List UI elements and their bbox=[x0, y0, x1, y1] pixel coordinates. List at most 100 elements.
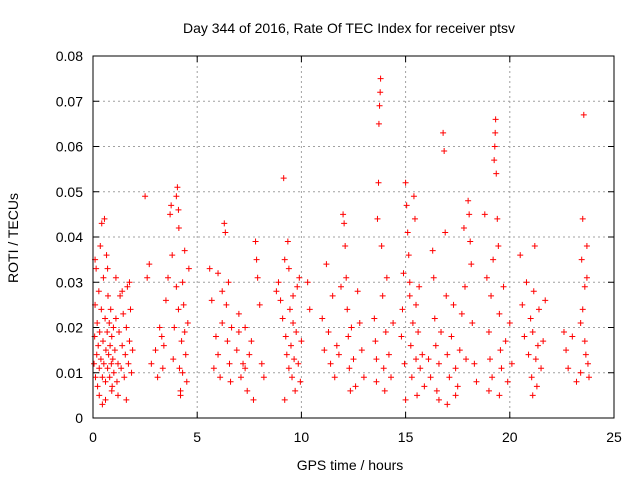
data-point bbox=[175, 224, 182, 231]
data-point bbox=[433, 387, 440, 394]
data-point bbox=[210, 365, 217, 372]
data-point bbox=[495, 243, 502, 250]
data-point bbox=[403, 202, 410, 209]
data-point bbox=[91, 360, 98, 367]
data-point bbox=[124, 283, 131, 290]
data-point bbox=[402, 396, 409, 403]
data-point bbox=[377, 75, 384, 82]
data-point bbox=[99, 374, 106, 381]
data-point bbox=[107, 306, 114, 313]
data-point bbox=[578, 256, 585, 263]
y-axis-label: ROTI / TECUs bbox=[5, 193, 21, 283]
data-point bbox=[168, 202, 175, 209]
data-point bbox=[348, 324, 355, 331]
data-point bbox=[463, 356, 470, 363]
data-point bbox=[498, 365, 505, 372]
data-point bbox=[525, 351, 532, 358]
data-point bbox=[494, 215, 501, 222]
data-point bbox=[413, 356, 420, 363]
data-point bbox=[175, 206, 182, 213]
data-point bbox=[225, 279, 232, 286]
data-point bbox=[100, 338, 107, 345]
data-point bbox=[227, 378, 234, 385]
data-point bbox=[273, 288, 280, 295]
data-point bbox=[580, 111, 587, 118]
y-tick-label: 0.01 bbox=[56, 365, 83, 381]
data-point bbox=[530, 288, 537, 295]
data-point bbox=[385, 351, 392, 358]
data-point bbox=[452, 365, 459, 372]
data-point bbox=[294, 283, 301, 290]
data-point bbox=[419, 351, 426, 358]
data-point bbox=[454, 383, 461, 390]
data-point bbox=[105, 351, 112, 358]
data-point bbox=[469, 319, 476, 326]
data-point bbox=[182, 351, 189, 358]
data-point bbox=[100, 360, 107, 367]
data-point bbox=[416, 283, 423, 290]
data-point bbox=[291, 356, 298, 363]
data-point bbox=[569, 333, 576, 340]
data-point bbox=[103, 252, 110, 259]
data-point bbox=[228, 324, 235, 331]
data-point bbox=[492, 116, 499, 123]
data-point bbox=[456, 347, 463, 354]
data-point bbox=[290, 319, 297, 326]
data-point bbox=[506, 319, 513, 326]
data-point bbox=[254, 274, 261, 281]
data-point bbox=[295, 360, 302, 367]
data-point bbox=[178, 338, 185, 345]
data-point bbox=[406, 279, 413, 286]
data-point bbox=[497, 347, 504, 354]
data-point bbox=[94, 319, 101, 326]
data-point bbox=[583, 243, 590, 250]
data-point bbox=[448, 333, 455, 340]
data-point bbox=[371, 315, 378, 322]
data-point bbox=[280, 175, 287, 182]
y-tick-label: 0 bbox=[75, 410, 83, 426]
x-tick-label: 10 bbox=[294, 429, 310, 445]
data-point bbox=[402, 179, 409, 186]
data-point bbox=[435, 396, 442, 403]
data-point bbox=[379, 292, 386, 299]
data-point bbox=[119, 342, 126, 349]
data-point bbox=[340, 211, 347, 218]
data-point bbox=[108, 360, 115, 367]
data-point bbox=[290, 292, 297, 299]
data-point bbox=[404, 229, 411, 236]
data-point bbox=[223, 301, 230, 308]
data-point bbox=[471, 360, 478, 367]
data-point bbox=[333, 342, 340, 349]
data-point bbox=[104, 265, 111, 272]
data-point bbox=[347, 387, 354, 394]
data-point bbox=[415, 329, 422, 336]
data-point bbox=[292, 387, 299, 394]
data-point bbox=[496, 310, 503, 317]
data-point bbox=[115, 392, 122, 399]
data-point bbox=[502, 338, 509, 345]
data-point bbox=[538, 365, 545, 372]
data-point bbox=[235, 329, 242, 336]
data-point bbox=[117, 292, 124, 299]
data-point bbox=[565, 365, 572, 372]
data-point bbox=[156, 324, 163, 331]
data-point bbox=[337, 283, 344, 290]
data-point bbox=[246, 351, 253, 358]
data-point bbox=[350, 356, 357, 363]
data-point bbox=[390, 319, 397, 326]
data-point bbox=[438, 329, 445, 336]
data-point bbox=[244, 387, 251, 394]
data-point bbox=[165, 274, 172, 281]
data-point bbox=[256, 301, 263, 308]
data-point bbox=[483, 274, 490, 281]
data-point bbox=[126, 279, 133, 286]
data-point bbox=[496, 392, 503, 399]
data-point bbox=[431, 315, 438, 322]
data-point bbox=[96, 329, 103, 336]
data-point bbox=[398, 333, 405, 340]
data-point bbox=[122, 351, 129, 358]
data-point bbox=[485, 387, 492, 394]
data-point bbox=[170, 356, 177, 363]
data-point bbox=[102, 378, 109, 385]
data-point bbox=[375, 179, 382, 186]
